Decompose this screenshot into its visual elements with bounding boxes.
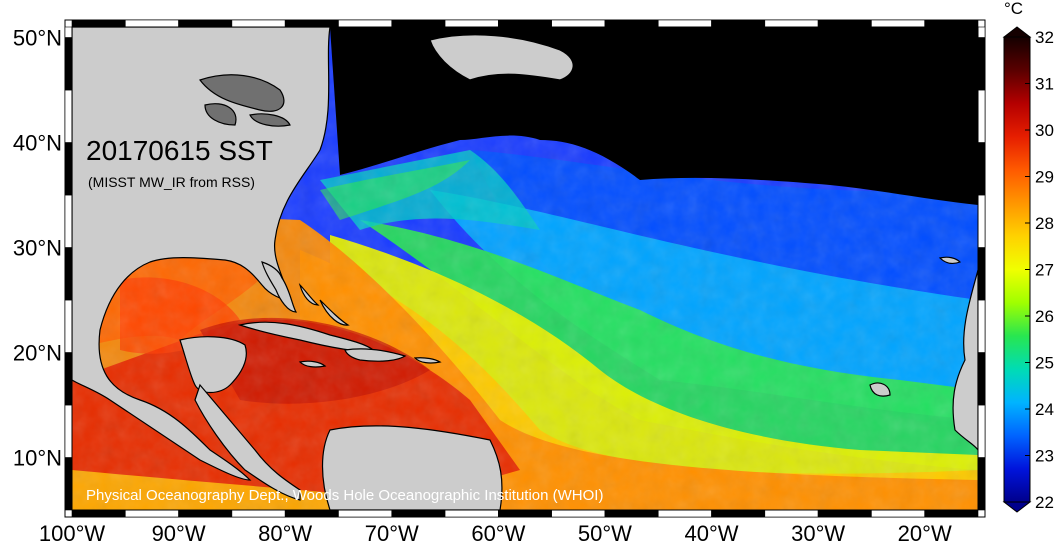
frame-segment-right [977, 457, 986, 511]
frame-segment-bottom [178, 509, 233, 518]
lat-tick-label: 30°N [13, 236, 62, 261]
frame-segment-bottom [338, 509, 393, 518]
lon-tick-label: 40°W [685, 521, 739, 546]
frame-segment-bottom [391, 509, 446, 518]
lon-tick-label: 30°W [791, 521, 845, 546]
colorbar-unit: °C [1004, 0, 1023, 18]
frame-segment-top [657, 19, 712, 28]
frame-segment-top [924, 19, 979, 28]
frame-segment-right [977, 352, 986, 406]
map-credit: Physical Oceanography Dept., Woods Hole … [86, 487, 603, 504]
frame-segment-bottom [711, 509, 766, 518]
frame-segment-top [444, 19, 499, 28]
lat-tick-label: 40°N [13, 131, 62, 156]
frame-segment-left [64, 457, 73, 511]
lon-tick-label: 80°W [258, 521, 312, 546]
lon-tick-label: 70°W [365, 521, 419, 546]
frame-segment-right [977, 26, 986, 38]
map-title: 20170615 SST [86, 135, 273, 166]
frame-segment-right [977, 404, 986, 458]
colorbar-tick-label: 31 [1035, 75, 1054, 94]
lon-tick-label: 100°W [39, 521, 106, 546]
frame-segment-top [178, 19, 233, 28]
colorbar-tick-label: 32 [1035, 28, 1054, 47]
colorbar-tick-label: 24 [1035, 400, 1054, 419]
colorbar-tick-label: 27 [1035, 261, 1054, 280]
frame-segment-left [64, 89, 73, 143]
frame-segment-top [284, 19, 339, 28]
lon-tick-label: 60°W [471, 521, 525, 546]
frame-segment-right [977, 37, 986, 91]
colorbar: 32 31 30 29 28 27 26 25 24 23 22 [1002, 26, 1054, 513]
frame-segment-bottom [498, 509, 552, 518]
colorbar-tick-label: 22 [1035, 493, 1054, 512]
frame-segment-bottom [444, 509, 499, 518]
colorbar-tick-label: 23 [1035, 447, 1054, 466]
colorbar-tick-label: 25 [1035, 354, 1054, 373]
frame-segment-top [124, 19, 179, 28]
frame-segment-left [64, 142, 73, 196]
frame-segment-top [498, 19, 552, 28]
frame-segment-left [64, 26, 73, 38]
colorbar-tick-label: 28 [1035, 214, 1054, 233]
lon-tick-label: 90°W [152, 521, 206, 546]
map-subtitle: (MISST MW_IR from RSS) [88, 174, 255, 190]
lat-tick-label: 10°N [13, 446, 62, 471]
latitude-labels: 50°N 40°N 30°N 20°N 10°N [13, 26, 62, 471]
frame-segment-bottom [71, 509, 126, 518]
frame-segment-top [391, 19, 446, 28]
frame-segment-top [231, 19, 286, 28]
frame-segment-left [64, 404, 73, 458]
colorbar-tick-label: 26 [1035, 307, 1054, 326]
lat-tick-label: 20°N [13, 341, 62, 366]
frame-segment-bottom [657, 509, 712, 518]
colorbar-min-arrow [1002, 501, 1032, 513]
frame-segment-bottom [124, 509, 179, 518]
frame-segment-bottom [924, 509, 979, 518]
frame-segment-top [71, 19, 126, 28]
colorbar-tick-label: 29 [1035, 168, 1054, 187]
frame-segment-left [64, 247, 73, 301]
colorbar-tick-label: 30 [1035, 121, 1054, 140]
map-frame [64, 19, 986, 518]
frame-segment-bottom [764, 509, 819, 518]
frame-segment-left [64, 37, 73, 91]
frame-segment-bottom [604, 509, 659, 518]
frame-segment-bottom [551, 509, 606, 518]
frame-segment-left [64, 352, 73, 406]
frame-segment-bottom [284, 509, 339, 518]
frame-segment-right [977, 299, 986, 353]
frame-segment-top [871, 19, 926, 28]
longitude-labels: 100°W 90°W 80°W 70°W 60°W 50°W 40°W 30°W 20°W [39, 521, 952, 546]
frame-segment-bottom [231, 509, 286, 518]
frame-segment-top [338, 19, 393, 28]
frame-segment-right [977, 247, 986, 301]
frame-segment-bottom [871, 509, 926, 518]
frame-segment-top [817, 19, 872, 28]
frame-segment-right [977, 194, 986, 248]
frame-segment-right [977, 142, 986, 196]
frame-segment-top [604, 19, 659, 28]
frame-segment-left [64, 194, 73, 248]
land-masses [72, 27, 978, 510]
frame-segment-top [711, 19, 766, 28]
frame-segment-top [551, 19, 606, 28]
frame-segment-top [764, 19, 819, 28]
sst-field [72, 27, 978, 510]
colorbar-max-arrow [1002, 26, 1032, 38]
lon-tick-label: 50°W [578, 521, 632, 546]
frame-segment-left [64, 299, 73, 353]
frame-segment-bottom [817, 509, 872, 518]
frame-segment-right [977, 89, 986, 143]
lat-tick-label: 50°N [13, 26, 62, 51]
lon-tick-label: 20°W [898, 521, 952, 546]
